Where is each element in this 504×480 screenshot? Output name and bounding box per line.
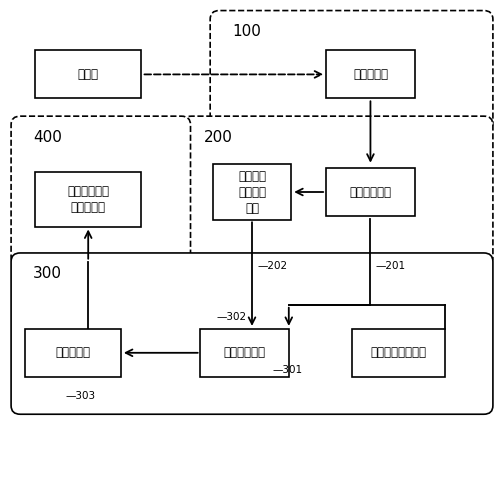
Bar: [200, 329, 288, 377]
Text: 信号分析模块: 信号分析模块: [349, 185, 392, 199]
Text: 音频变压器: 音频变压器: [55, 346, 91, 360]
Text: —202: —202: [257, 262, 287, 271]
Text: 400: 400: [33, 130, 61, 144]
Text: 300: 300: [33, 266, 62, 281]
Bar: [25, 329, 121, 377]
Text: 噪声源: 噪声源: [78, 68, 99, 81]
Text: 信号功放电路: 信号功放电路: [223, 346, 266, 360]
Text: —302: —302: [217, 312, 247, 322]
Bar: [213, 164, 291, 220]
Text: 双路直流稳压电源: 双路直流稳压电源: [370, 346, 426, 360]
Text: 阻抗调节
信号计算
模块: 阻抗调节 信号计算 模块: [238, 169, 266, 215]
Text: 100: 100: [232, 24, 261, 39]
FancyBboxPatch shape: [210, 11, 493, 131]
FancyBboxPatch shape: [11, 253, 493, 414]
Text: 200: 200: [204, 130, 233, 144]
Text: —301: —301: [272, 365, 302, 374]
Bar: [35, 172, 141, 227]
Text: 噪声探测器: 噪声探测器: [353, 68, 388, 81]
Text: —201: —201: [375, 262, 406, 271]
FancyBboxPatch shape: [11, 116, 191, 265]
Bar: [327, 50, 414, 98]
Bar: [327, 168, 414, 216]
Bar: [352, 329, 445, 377]
Text: 压电薄膜微穿
孔板吸声体: 压电薄膜微穿 孔板吸声体: [67, 185, 109, 214]
Text: —303: —303: [66, 391, 96, 401]
FancyBboxPatch shape: [182, 116, 493, 265]
Bar: [35, 50, 141, 98]
